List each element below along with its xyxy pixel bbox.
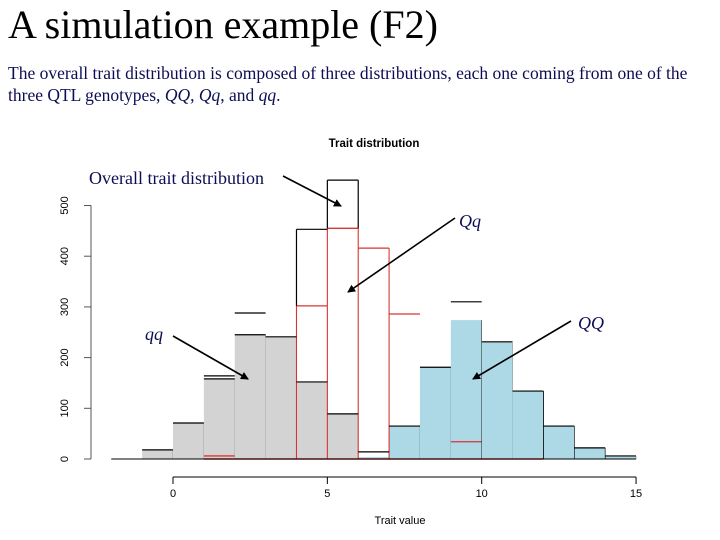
qq-bar [327,413,359,459]
x-axis-label: Trait value [375,515,426,527]
annotation-Qq: Qq [459,211,481,231]
arrow-overall-icon [282,175,342,207]
slide-description: The overall trait distribution is compos… [8,62,720,106]
description-part: The overall trait distribution is compos… [8,63,688,105]
QQ-bar [543,426,575,459]
x-tick-label: 15 [630,488,642,500]
QQ-bar [450,320,482,459]
qq-bar [142,449,173,459]
description-part: . [276,85,281,105]
description-part: QQ [164,85,191,105]
x-tick-label: 5 [324,488,330,500]
QQ-bar [605,455,637,459]
description-part: , [190,85,199,105]
description-part: , and [220,85,259,105]
QQ-bar [481,342,513,459]
x-tick-label: 0 [170,488,176,500]
annotation-QQ: QQ [578,313,604,333]
QQ-bar [512,391,544,459]
slide-title: A simulation example (F2) [8,2,438,47]
axes: 0 100 200 300 400 500 0 5 10 15 [59,196,642,500]
annotation-qq: qq [145,324,163,344]
arrow-qq-icon [172,335,249,380]
y-tick-label: 100 [59,399,71,417]
annotation-overall: Overall trait distribution [89,168,264,188]
qq-bar [234,334,266,459]
y-tick-label: 0 [59,456,71,462]
qq-histogram [142,334,359,459]
y-tick-label: 500 [59,196,71,214]
chart-title: Trait distribution [329,138,420,150]
QQ-bar [574,447,606,459]
QQ-bar [389,426,420,459]
QQ-bar [358,456,390,459]
arrow-Qq-icon [347,217,456,293]
x-tick-label: 10 [476,488,488,500]
QQ-bar [419,367,451,459]
overall-histogram [111,179,637,460]
qq-bar [173,423,204,459]
qq-bar [265,336,297,459]
arrow-QQ-icon [472,320,572,380]
qq-bar [203,378,235,459]
QQ-histogram [358,320,637,459]
qq-bar [296,381,328,459]
description-part: qq [258,85,277,105]
y-tick-label: 200 [59,348,71,366]
description-part: Qq [198,85,221,105]
y-tick-label: 400 [59,247,71,265]
y-tick-label: 300 [59,298,71,316]
